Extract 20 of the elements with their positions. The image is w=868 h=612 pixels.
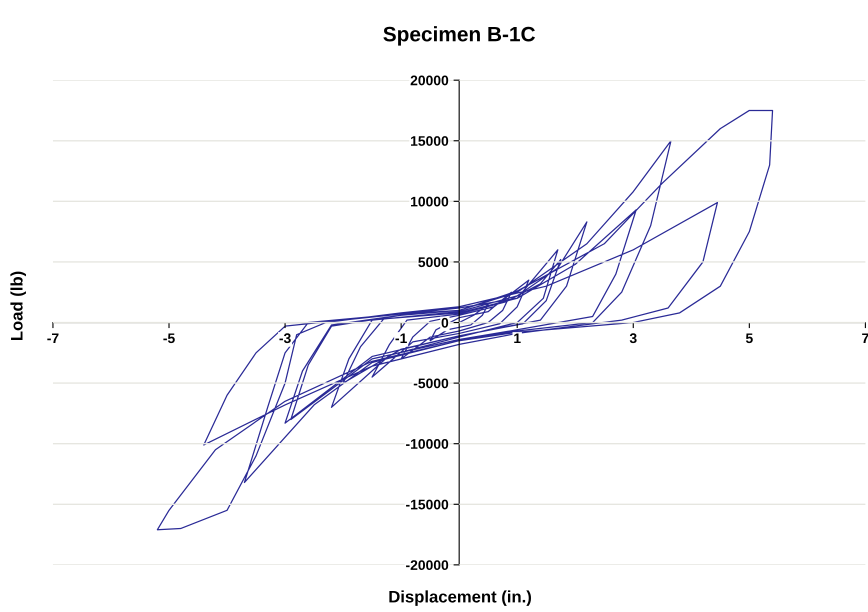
x-axis-title: Displacement (in.) [389,590,531,606]
y-tick-label: 15000 [411,136,448,146]
x-tick-label: 1 [514,333,521,344]
x-tick-label: -1 [396,333,407,344]
y-tick-label: 20000 [410,76,448,86]
y-tick-label: 0 [442,318,448,328]
x-tick-label: 5 [746,333,753,344]
x-tick-label: 3 [630,333,637,344]
chart-title: Specimen B-1C [383,26,536,46]
y-tick-label: -15000 [406,500,448,510]
line-series [156,110,774,530]
y-tick-label: 5000 [418,257,448,268]
y-tick-label: 10000 [411,196,448,207]
y-axis-title: Load (lb) [10,272,26,340]
y-tick-label: -20000 [406,560,448,570]
y-tick-label: -10000 [406,439,448,449]
x-tick-label: -3 [279,333,291,344]
x-tick-label: -7 [47,333,59,344]
x-tick-label: -5 [163,333,175,344]
y-tick-label: -5000 [414,378,448,388]
